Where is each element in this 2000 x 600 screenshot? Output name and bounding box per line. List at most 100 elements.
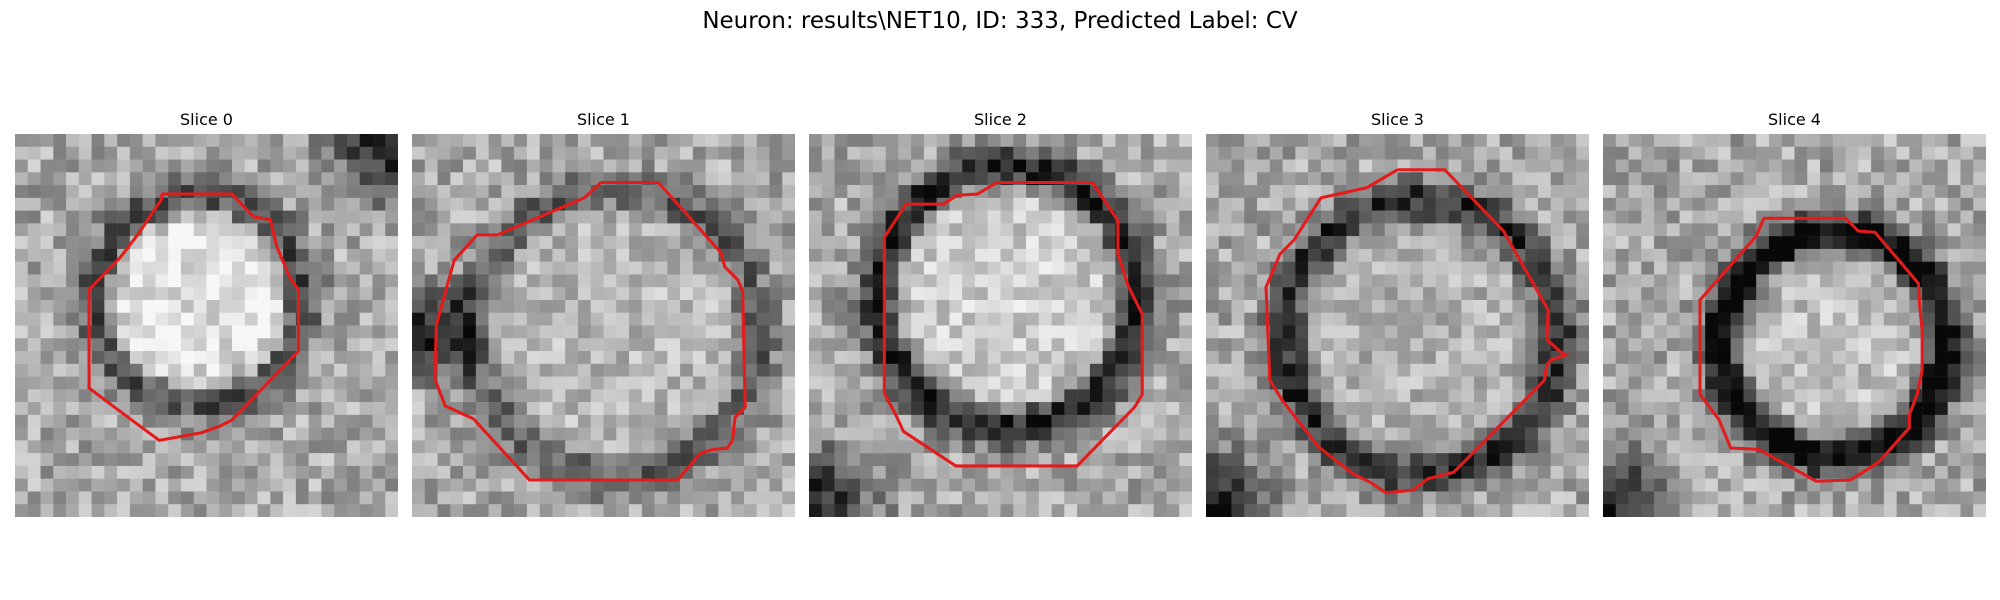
pixel bbox=[1000, 261, 1014, 275]
pixel bbox=[552, 210, 566, 224]
pixel bbox=[1960, 478, 1974, 492]
pixel bbox=[1333, 414, 1347, 428]
pixel bbox=[424, 491, 438, 505]
pixel bbox=[718, 172, 732, 186]
pixel bbox=[847, 351, 861, 365]
pixel bbox=[705, 504, 719, 517]
pixel bbox=[1244, 248, 1258, 262]
pixel bbox=[1756, 376, 1770, 390]
pixel bbox=[1628, 491, 1642, 505]
pixel bbox=[463, 287, 477, 301]
pixel bbox=[244, 197, 258, 211]
pixel bbox=[372, 172, 386, 186]
pixel bbox=[1448, 402, 1462, 416]
pixel bbox=[1896, 274, 1910, 288]
pixel bbox=[680, 299, 694, 313]
pixel bbox=[1666, 185, 1680, 199]
pixel bbox=[66, 236, 80, 250]
pixel bbox=[180, 338, 194, 352]
pixel bbox=[1231, 197, 1245, 211]
pixel bbox=[565, 261, 579, 275]
pixel bbox=[1654, 427, 1668, 441]
pixel bbox=[1089, 427, 1103, 441]
pixel bbox=[66, 414, 80, 428]
pixel bbox=[1525, 427, 1539, 441]
pixel bbox=[437, 504, 451, 517]
pixel bbox=[603, 299, 617, 313]
pixel bbox=[872, 172, 886, 186]
pixel bbox=[1269, 453, 1283, 467]
pixel bbox=[1140, 236, 1154, 250]
pixel bbox=[1320, 236, 1334, 250]
pixel bbox=[552, 299, 566, 313]
pixel bbox=[1359, 389, 1373, 403]
pixel bbox=[1384, 402, 1398, 416]
pixel bbox=[1295, 351, 1309, 365]
pixel bbox=[1896, 478, 1910, 492]
pixel bbox=[1525, 134, 1539, 148]
pixel bbox=[539, 376, 553, 390]
pixel bbox=[1064, 261, 1078, 275]
pixel bbox=[1166, 299, 1180, 313]
pixel bbox=[283, 325, 297, 339]
pixel bbox=[809, 491, 823, 505]
pixel bbox=[974, 453, 988, 467]
pixel bbox=[1730, 146, 1744, 160]
pixel bbox=[885, 261, 899, 275]
pixel bbox=[104, 504, 118, 517]
pixel bbox=[565, 465, 579, 479]
pixel bbox=[974, 363, 988, 377]
pixel bbox=[847, 172, 861, 186]
pixel bbox=[232, 261, 246, 275]
pixel bbox=[1000, 312, 1014, 326]
pixel bbox=[334, 491, 348, 505]
pixel bbox=[450, 427, 464, 441]
pixel bbox=[501, 312, 515, 326]
pixel bbox=[270, 274, 284, 288]
pixel bbox=[911, 299, 925, 313]
pixel bbox=[1333, 210, 1347, 224]
pixel bbox=[731, 134, 745, 148]
pixel bbox=[1960, 325, 1974, 339]
pixel bbox=[1615, 185, 1629, 199]
pixel bbox=[1486, 134, 1500, 148]
pixel bbox=[1909, 338, 1923, 352]
pixel bbox=[974, 248, 988, 262]
pixel bbox=[244, 134, 258, 148]
pixel bbox=[821, 414, 835, 428]
pixel bbox=[385, 338, 398, 352]
pixel bbox=[27, 338, 41, 352]
pixel bbox=[129, 453, 143, 467]
pixel bbox=[1206, 427, 1220, 441]
pixel bbox=[1102, 491, 1116, 505]
pixel bbox=[769, 351, 783, 365]
pixel bbox=[1820, 389, 1834, 403]
pixel bbox=[680, 453, 694, 467]
pixel bbox=[680, 478, 694, 492]
pixel bbox=[53, 185, 67, 199]
pixel bbox=[437, 338, 451, 352]
pixel bbox=[308, 312, 322, 326]
pixel bbox=[219, 491, 233, 505]
pixel bbox=[692, 402, 706, 416]
pixel bbox=[809, 325, 823, 339]
pixel bbox=[1102, 159, 1116, 173]
pixel bbox=[705, 376, 719, 390]
pixel bbox=[1692, 172, 1706, 186]
pixel bbox=[1537, 440, 1551, 454]
pixel bbox=[295, 504, 309, 517]
pixel bbox=[1359, 146, 1373, 160]
pixel bbox=[244, 478, 258, 492]
pixel bbox=[1794, 363, 1808, 377]
pixel bbox=[1051, 440, 1065, 454]
pixel bbox=[1384, 223, 1398, 237]
pixel bbox=[1973, 453, 1986, 467]
pixel bbox=[1934, 376, 1948, 390]
pixel bbox=[1089, 197, 1103, 211]
pixel bbox=[1140, 389, 1154, 403]
pixel bbox=[372, 299, 386, 313]
pixel bbox=[346, 223, 360, 237]
pixel bbox=[680, 402, 694, 416]
pixel bbox=[1871, 453, 1885, 467]
pixel bbox=[1064, 312, 1078, 326]
